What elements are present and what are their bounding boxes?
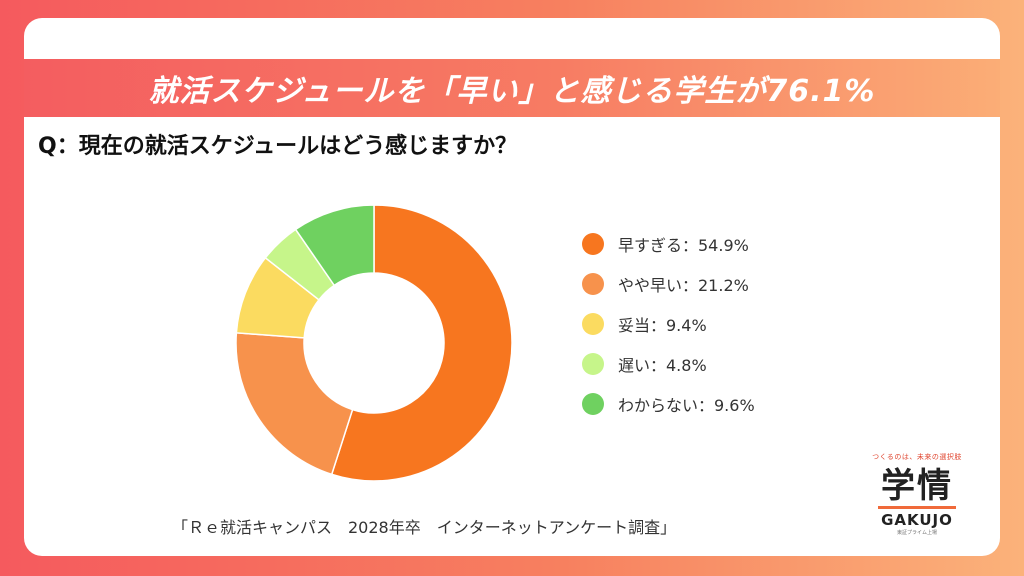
- legend-label: 早すぎる：54.9%: [618, 236, 749, 255]
- title-banner: 就活スケジュールを「早い」と感じる学生が76.1%: [24, 59, 1000, 117]
- source-note: 「Ｒｅ就活キャンパス 2028年卒 インターネットアンケート調査」: [172, 518, 677, 537]
- logo-tagline: つくるのは、未来の選択肢: [872, 453, 962, 461]
- legend-label: やや早い：21.2%: [618, 276, 749, 295]
- logo-english: GAKUJO: [881, 511, 953, 529]
- legend-item-3: 遅い：4.8%: [582, 344, 842, 384]
- question-text: Q：現在の就活スケジュールはどう感じますか？: [38, 134, 518, 159]
- banner-title: 就活スケジュールを「早い」と感じる学生が76.1%: [148, 74, 876, 109]
- legend-item-2: 妥当：9.4%: [582, 304, 842, 344]
- gakujo-logo: つくるのは、未来の選択肢 学情 GAKUJO 東証プライム上場: [842, 452, 992, 552]
- legend-swatch: [582, 353, 604, 375]
- donut-chart: [235, 204, 513, 482]
- legend-item-0: 早すぎる：54.9%: [582, 224, 842, 264]
- pie-slice-4: [294, 204, 375, 287]
- legend-swatch: [582, 233, 604, 255]
- logo-bar: [878, 506, 956, 509]
- logo-sub: 東証プライム上場: [897, 530, 937, 536]
- legend-label: 遅い：4.8%: [618, 356, 707, 375]
- legend-swatch: [582, 273, 604, 295]
- legend-label: 妥当：9.4%: [618, 316, 707, 335]
- legend-item-1: やや早い：21.2%: [582, 264, 842, 304]
- logo-main-text: 学情: [881, 466, 953, 506]
- legend-swatch: [582, 313, 604, 335]
- legend-item-4: わからない：9.6%: [582, 384, 842, 424]
- pie-slice-1: [235, 332, 354, 476]
- chart-legend: 早すぎる：54.9% やや早い：21.2% 妥当：9.4% 遅い：4.8% わからない：…: [582, 224, 842, 424]
- legend-label: わからない：9.6%: [618, 396, 755, 415]
- legend-swatch: [582, 393, 604, 415]
- card: 就活スケジュールを「早い」と感じる学生が76.1% Q：現在の就活スケジュールは…: [24, 18, 1000, 556]
- pie-slice-0: [330, 204, 513, 482]
